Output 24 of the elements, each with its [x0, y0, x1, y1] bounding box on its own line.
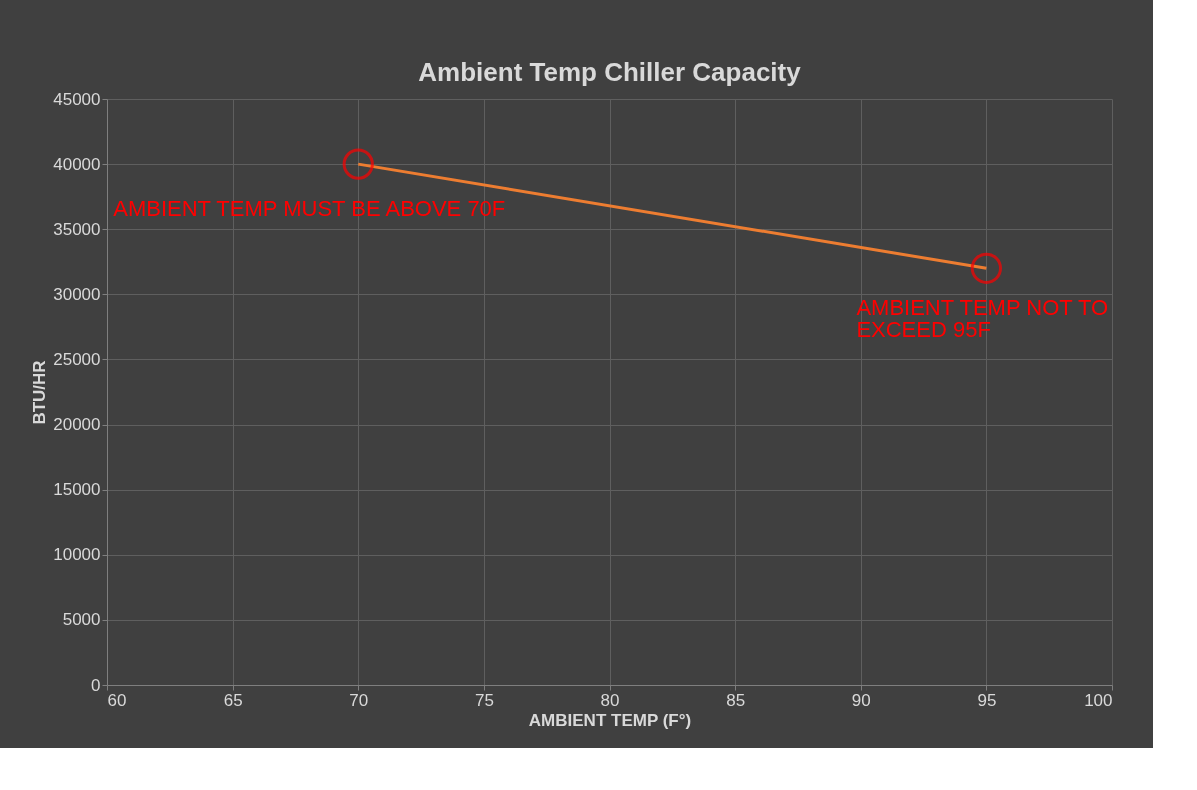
x-tick-label: 65 [223, 690, 243, 710]
chart-title: Ambient Temp Chiller Capacity [418, 57, 802, 87]
y-tick-label: 20000 [53, 415, 101, 435]
y-tick-label: 15000 [53, 480, 101, 500]
y-tick-label: 35000 [53, 219, 101, 239]
x-tick-label: 75 [474, 690, 494, 710]
x-tick-label: 90 [851, 690, 871, 710]
x-tick-label: 60 [107, 690, 127, 710]
x-tick-label: 95 [977, 690, 997, 710]
x-axis-title: AMBIENT TEMP (F°) [528, 710, 692, 730]
annotation: AMBIENT TEMP NOT TO EXCEED 95F [856, 295, 1109, 343]
x-tick-label: 80 [600, 690, 620, 710]
y-tick-label: 45000 [53, 89, 101, 109]
y-tick-label: 25000 [53, 349, 101, 369]
annotation: AMBIENT TEMP MUST BE ABOVE 70F [113, 196, 506, 222]
y-axis-title: BTU/HR [30, 360, 50, 425]
y-tick-label: 30000 [53, 284, 101, 304]
y-tick-label: 5000 [62, 610, 101, 630]
y-tick-label: 10000 [53, 545, 101, 565]
x-tick-label: 100 [1084, 690, 1113, 710]
x-tick-label: 85 [726, 690, 746, 710]
y-tick-label: 40000 [53, 154, 101, 174]
x-tick-label: 70 [349, 690, 369, 710]
y-tick-label: 0 [91, 675, 101, 695]
